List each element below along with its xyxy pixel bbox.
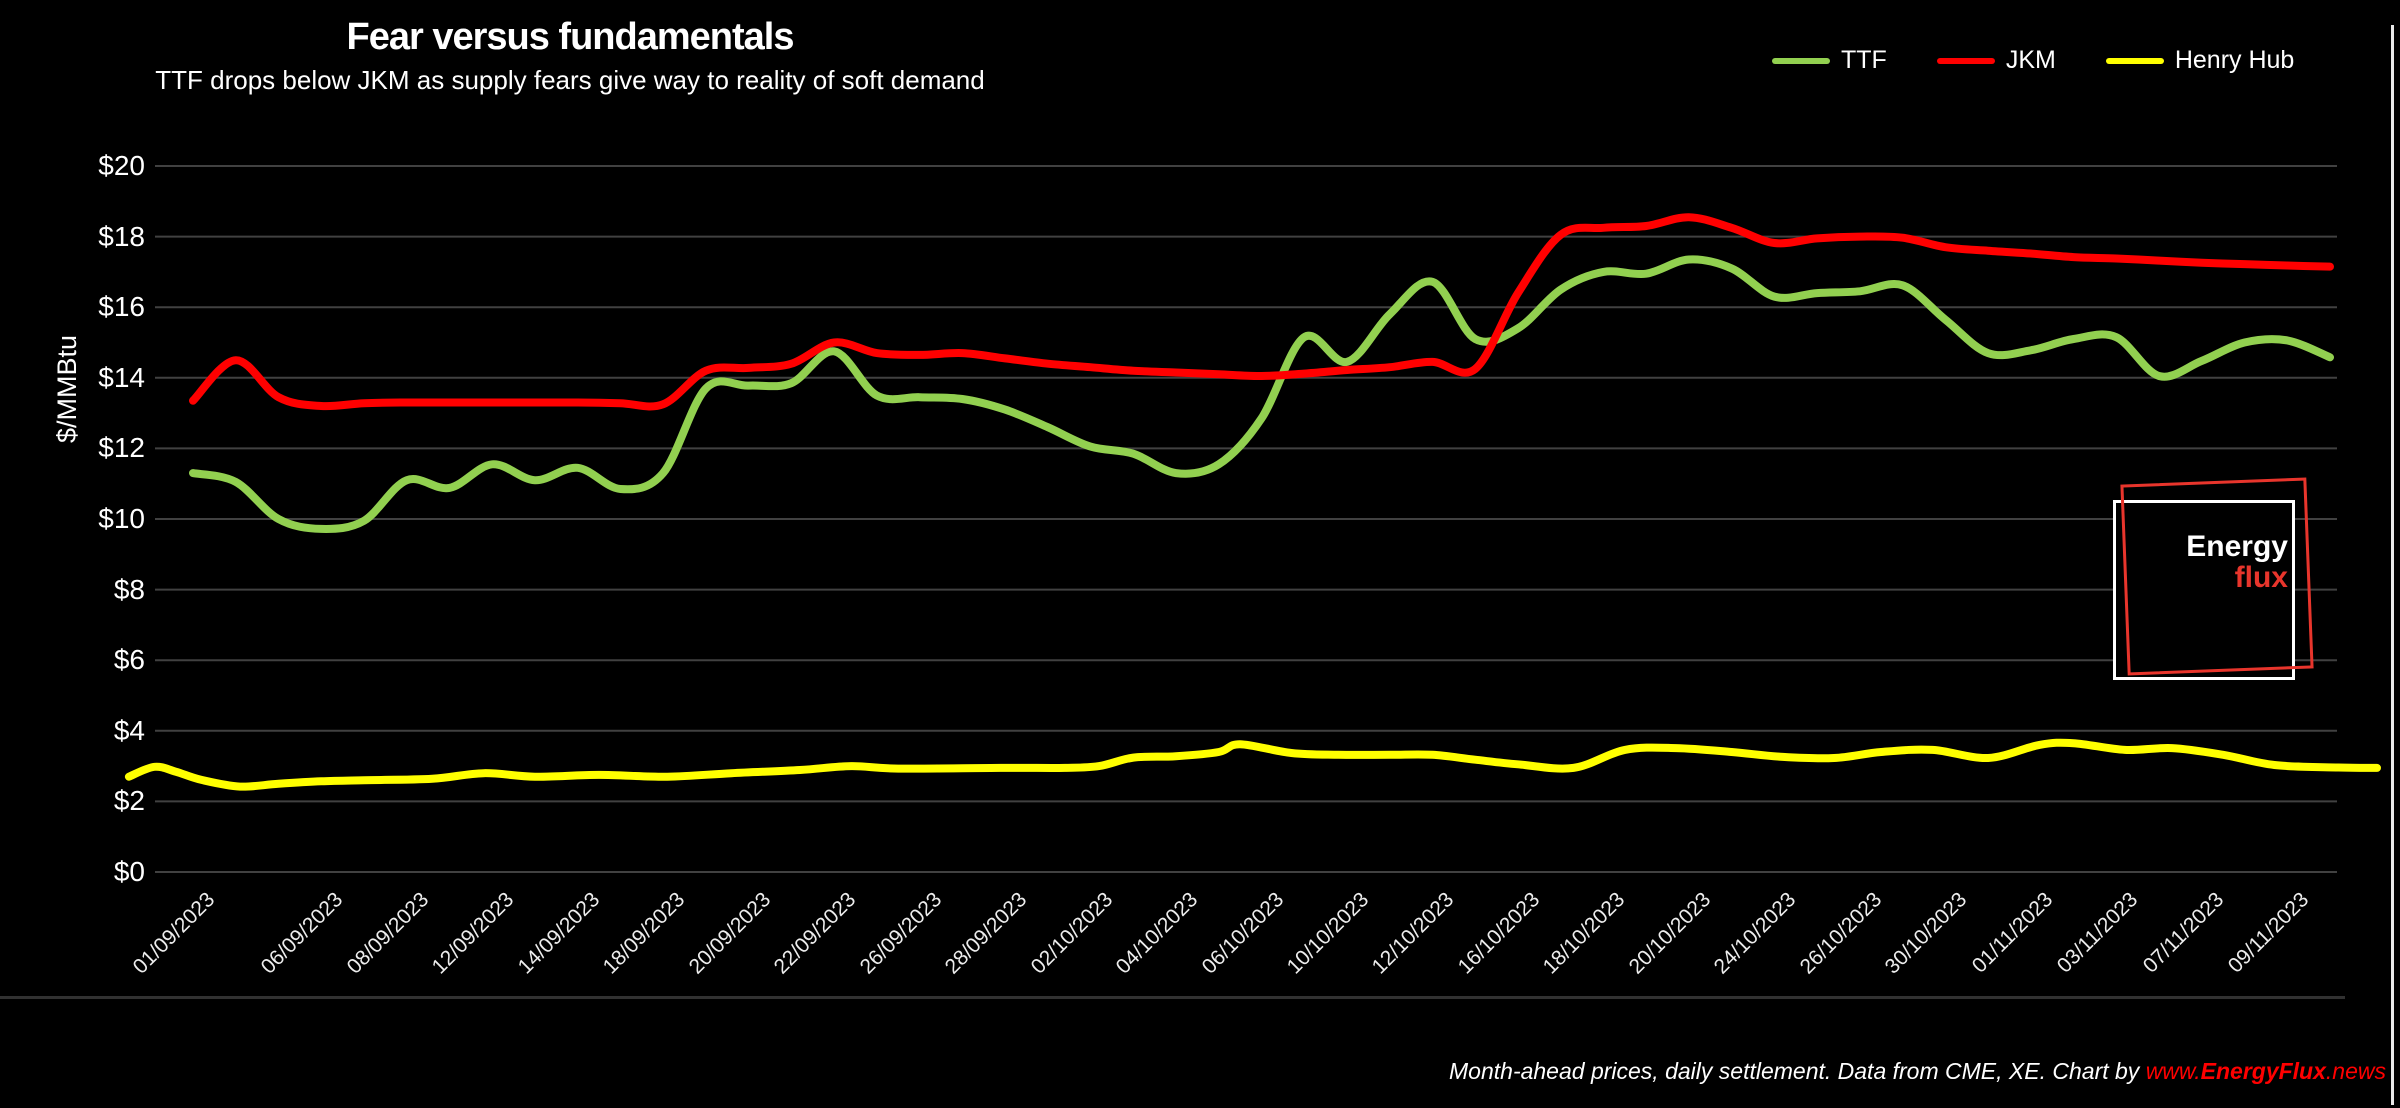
footer-link[interactable]: www.EnergyFlux.news: [2145, 1058, 2386, 1084]
y-tick-label: $4: [113, 714, 145, 746]
legend-label-jkm: JKM: [2005, 46, 2056, 74]
henry-hub-line-icon: [2105, 57, 2164, 64]
y-tick-label: $8: [113, 573, 145, 605]
legend-item-henry-hub: Henry Hub: [2105, 46, 2295, 75]
y-tick-label: $20: [98, 150, 145, 181]
logo-energy-text: Energy: [2186, 530, 2288, 563]
jkm-line: [189, 213, 2334, 411]
chart-subtitle: TTF drops below JKM as supply fears give…: [155, 65, 985, 95]
right-edge-line: [2391, 25, 2394, 1105]
y-tick-label: $16: [98, 291, 145, 323]
y-tick-label: $2: [113, 785, 145, 817]
henry-hub-line: [124, 738, 2381, 791]
y-tick-label: $10: [98, 503, 145, 534]
page-title: Fear versus fundamentals: [346, 16, 795, 58]
y-tick-label: $14: [98, 361, 145, 393]
chart-header: Fear versus fundamentals TTF drops below…: [150, 16, 990, 96]
chart-bottom-border: [0, 996, 2345, 999]
legend-item-jkm: JKM: [1936, 46, 2056, 75]
ttf-line-icon: [1772, 57, 1830, 64]
footer-note: Month-ahead prices, daily settlement. Da…: [1449, 1058, 2146, 1084]
logo-flux-text: flux: [2234, 561, 2288, 594]
legend-item-ttf: TTF: [1772, 46, 1887, 75]
legend-label-henry-hub: Henry Hub: [2174, 46, 2295, 74]
energyflux-logo-white-frame: [2113, 500, 2295, 680]
y-tick-label: $12: [98, 432, 145, 464]
legend-label-ttf: TTF: [1841, 46, 1887, 74]
y-tick-label: $0: [113, 856, 145, 887]
jkm-line-icon: [1936, 57, 1995, 64]
y-axis-title: $/MMBtu: [52, 334, 82, 444]
energyflux-logo: Energy flux: [2186, 531, 2288, 593]
footer-caption: Month-ahead prices, daily settlement. Da…: [1449, 1058, 2386, 1085]
y-tick-label: $6: [113, 644, 145, 676]
legend: TTF JKM Henry Hub: [1772, 46, 2344, 75]
ttf-line: [189, 255, 2334, 533]
y-tick-label: $18: [98, 220, 145, 252]
